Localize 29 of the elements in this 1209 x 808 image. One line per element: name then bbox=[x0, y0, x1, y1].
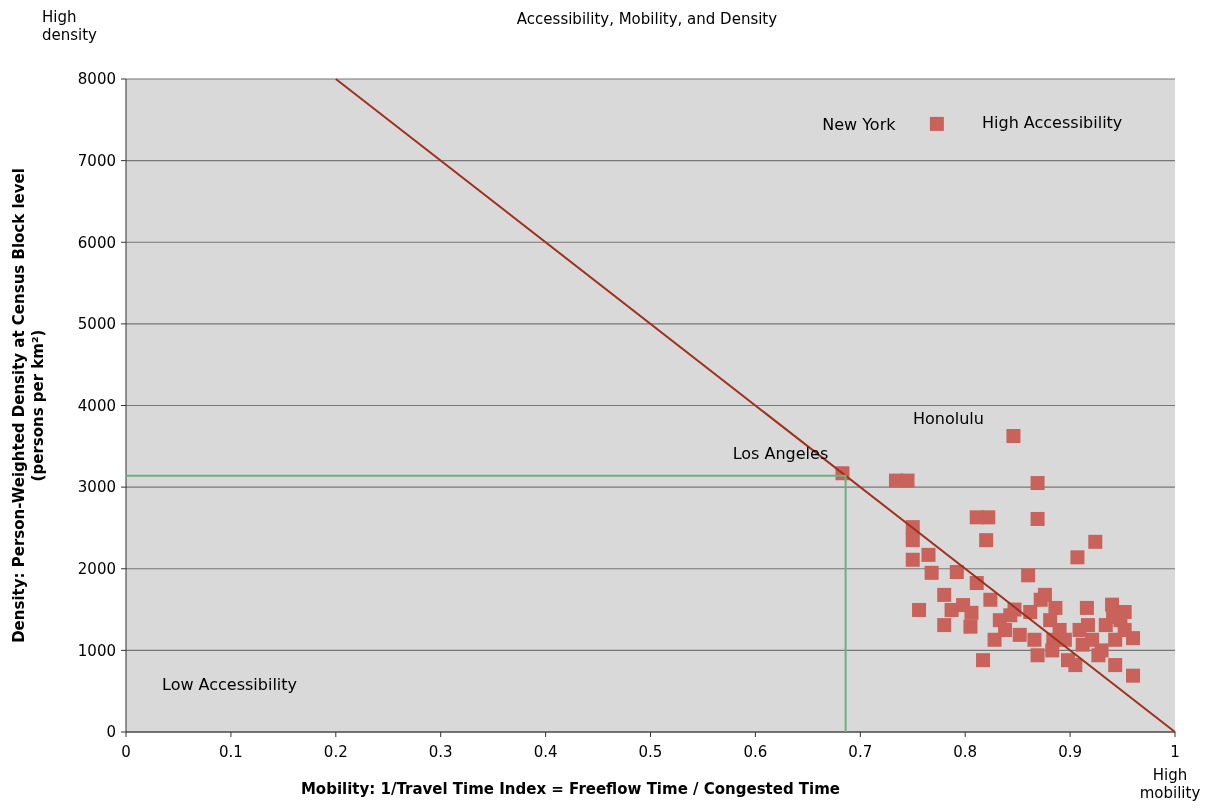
x-axis-title: Mobility: 1/Travel Time Index = Freeflow Time / Congested Time bbox=[300, 780, 841, 798]
x-tick-label: 0.1 bbox=[218, 743, 243, 761]
x-tick-label: 0 bbox=[121, 743, 131, 761]
x-tick-label: 0.6 bbox=[743, 743, 768, 761]
y-tick-label: 5000 bbox=[77, 315, 116, 334]
y-tick-label: 0 bbox=[106, 723, 116, 742]
annotation: New York bbox=[822, 114, 897, 134]
x-tick-label: 0.5 bbox=[638, 743, 663, 761]
x-tick-label: 0.7 bbox=[848, 743, 873, 761]
x-tick-label: 0.3 bbox=[428, 743, 453, 761]
y-tick-label: 6000 bbox=[77, 233, 116, 252]
y-tick-label: 8000 bbox=[77, 70, 116, 89]
text: High density bbox=[42, 8, 98, 44]
text: High mobility bbox=[1139, 766, 1201, 802]
annotation: High Accessibility bbox=[982, 113, 1123, 132]
x-tick-label: 1 bbox=[1170, 743, 1180, 761]
x-tick-label: 0.4 bbox=[533, 743, 558, 761]
x-tick-label: 0.9 bbox=[1058, 743, 1083, 761]
y-tick-label: 2000 bbox=[77, 560, 116, 578]
chart-title: Accessibility, Mobility, and Density bbox=[516, 10, 778, 28]
annotation: Honolulu bbox=[912, 409, 984, 429]
annotation: Low Accessibility bbox=[162, 675, 298, 694]
y-tick-label: 3000 bbox=[77, 478, 116, 497]
x-tick-label: 0.8 bbox=[953, 743, 978, 761]
y-tick-label: 7000 bbox=[77, 151, 116, 170]
x-tick-label: 0.2 bbox=[323, 743, 348, 761]
y-tick-label: 4000 bbox=[77, 396, 116, 415]
y-axis-title: Density: Person-Weighted Density at Census Block level (persons per km²) bbox=[10, 168, 47, 643]
y-tick-label: 1000 bbox=[77, 641, 116, 660]
